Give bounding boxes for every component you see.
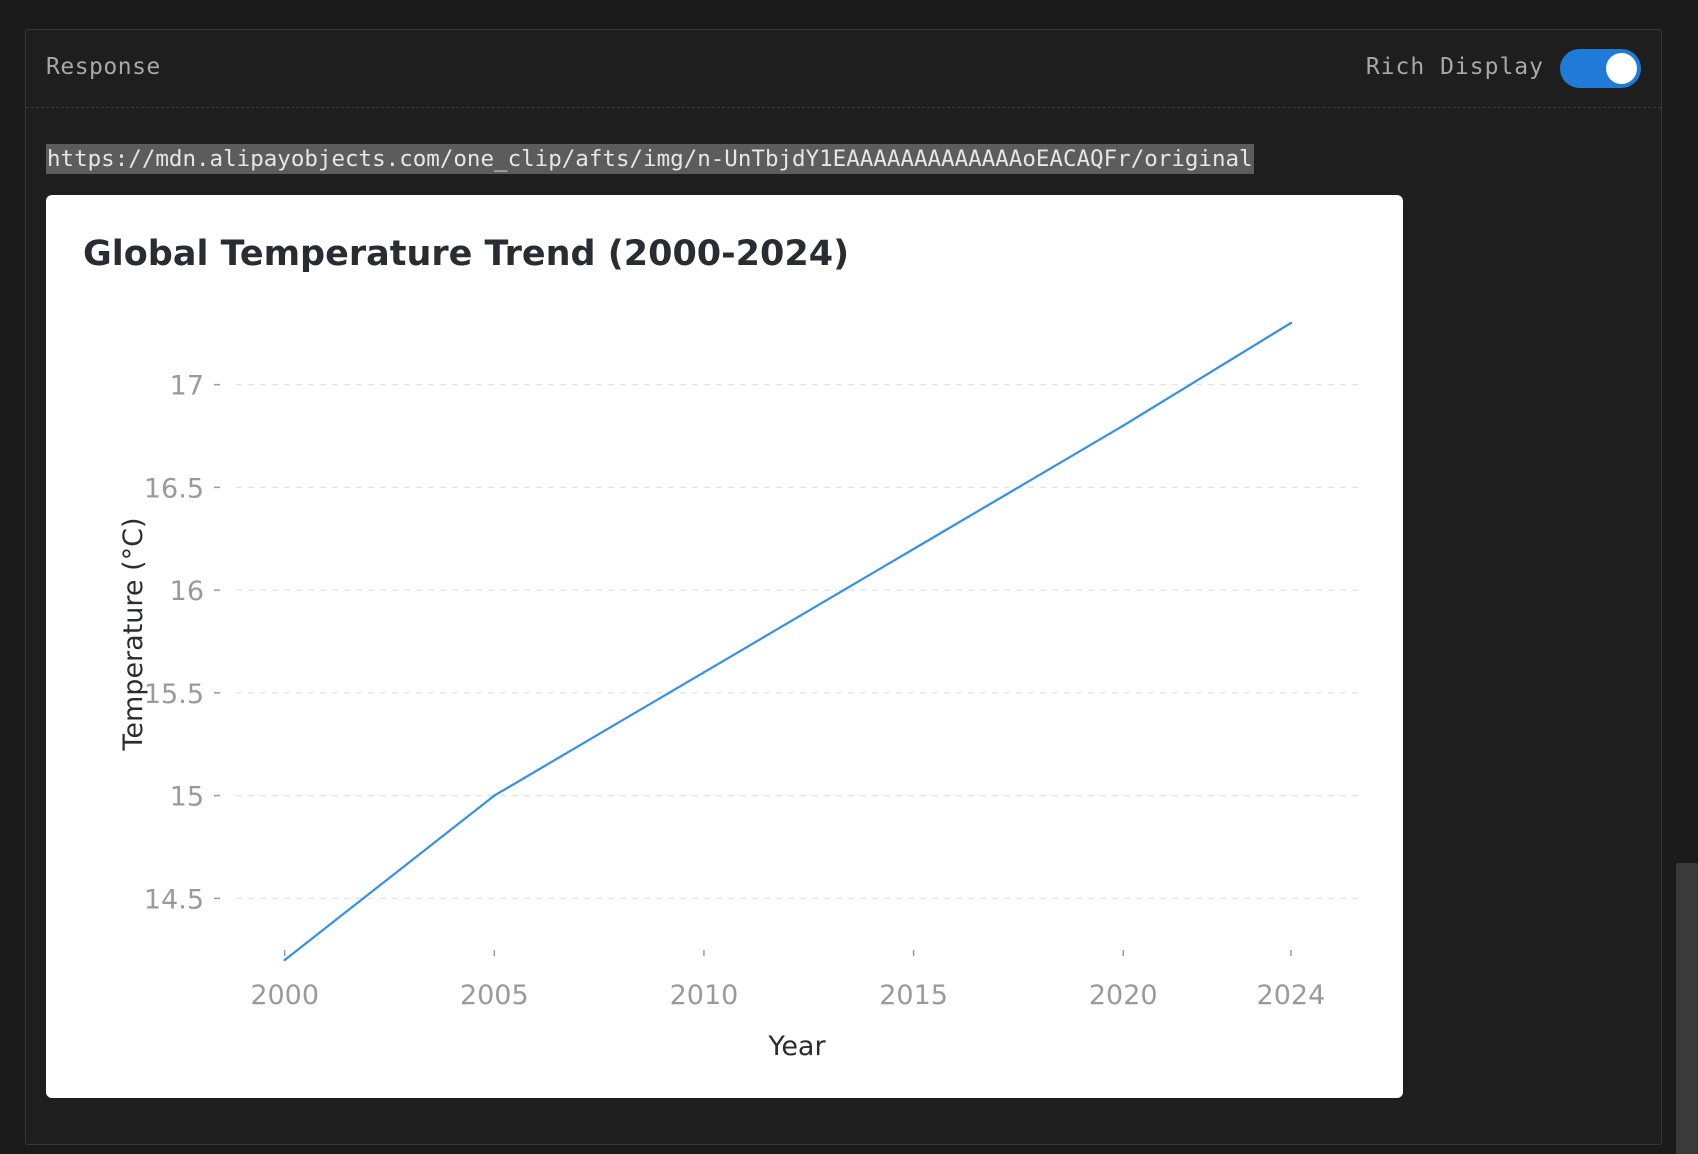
grid-lines [236, 384, 1358, 899]
y-tick-label: 16 [170, 576, 204, 607]
data-point [283, 958, 286, 962]
panel-header: Response Rich Display [26, 30, 1661, 108]
y-tick-label: 17 [170, 371, 204, 402]
data-point [493, 794, 496, 797]
image-url-text: https://mdn.alipayobjects.com/one_clip/a… [46, 144, 1254, 174]
series-layer [283, 321, 1293, 962]
y-tick-label: 15.5 [144, 679, 204, 710]
line-chart: Global Temperature Trend (2000-2024) 14.… [83, 234, 1358, 1062]
data-point [702, 671, 706, 674]
data-point [1289, 321, 1293, 325]
y-axis: 14.5 15 15.5 16 16.5 17 [144, 371, 220, 915]
x-axis-label: Year [767, 1031, 826, 1062]
response-panel: Response Rich Display https://mdn.alipay… [25, 29, 1662, 1145]
x-axis: 2000 2005 2010 2015 2020 2024 [250, 950, 1325, 1011]
temperature-series-line [284, 322, 1292, 961]
scrollbar-thumb[interactable] [1676, 863, 1698, 1154]
chart-card: Global Temperature Trend (2000-2024) 14.… [46, 195, 1403, 1098]
data-point [912, 547, 915, 551]
y-axis-label: Temperature (°C) [118, 517, 149, 751]
x-tick-label: 2010 [670, 980, 739, 1011]
x-tick-label: 2000 [250, 980, 319, 1011]
x-tick-label: 2024 [1257, 980, 1326, 1011]
toggle-knob [1606, 53, 1637, 84]
x-tick-label: 2020 [1089, 980, 1158, 1011]
chart-title: Global Temperature Trend (2000-2024) [83, 234, 849, 274]
y-tick-label: 14.5 [144, 884, 204, 915]
data-point [1122, 424, 1125, 427]
x-tick-label: 2015 [879, 980, 948, 1011]
rich-display-toggle[interactable] [1560, 49, 1641, 88]
rich-display-label: Rich Display [1365, 54, 1544, 80]
y-tick-label: 16.5 [144, 473, 204, 504]
panel-title: Response [46, 54, 161, 80]
x-tick-label: 2005 [460, 980, 529, 1011]
y-tick-label: 15 [170, 782, 204, 813]
